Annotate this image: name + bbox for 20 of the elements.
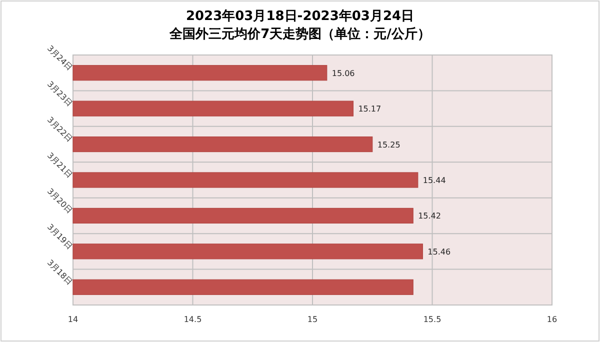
data-label: 15.25 (377, 140, 400, 150)
x-tick-label: 16 (546, 315, 558, 324)
data-label: 15.44 (422, 176, 446, 185)
x-tick-label: 14 (68, 315, 78, 324)
y-tick-label: 3月22日 (45, 115, 74, 144)
x-tick-label: 15.5 (423, 315, 442, 324)
data-label: 15.46 (428, 247, 451, 256)
x-tick-label: 14.5 (184, 315, 202, 324)
y-tick-label: 3月20日 (45, 186, 74, 216)
y-tick-label: 3月24日 (45, 44, 74, 72)
y-tick-label: 3月19日 (45, 222, 74, 251)
y-tick-label: 3月21日 (45, 150, 74, 180)
data-label: 15.06 (332, 68, 355, 78)
x-tick-label: 15 (307, 315, 318, 324)
data-label: 15.42 (418, 212, 441, 221)
y-tick-label: 3月18日 (45, 258, 74, 287)
chart-title: 2023年03月18日-2023年03月24日 (186, 9, 414, 24)
y-tick-label: 3月23日 (45, 80, 74, 108)
data-label: 15.17 (358, 104, 382, 114)
chart-subtitle: 全国外三元均价7天走势图（单位：元/公斤） (168, 26, 430, 42)
